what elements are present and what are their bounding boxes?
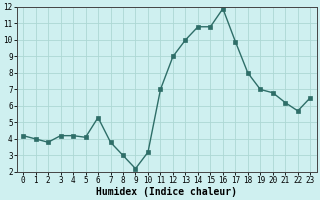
X-axis label: Humidex (Indice chaleur): Humidex (Indice chaleur) [96,186,237,197]
